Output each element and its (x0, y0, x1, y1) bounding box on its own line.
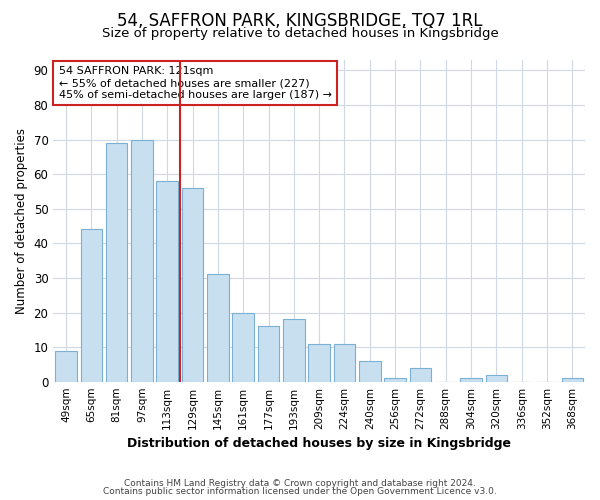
Bar (485, 375, 507, 382)
Text: Contains public sector information licensed under the Open Government Licence v3: Contains public sector information licen… (103, 487, 497, 496)
X-axis label: Distribution of detached houses by size in Kingsbridge: Distribution of detached houses by size … (127, 437, 511, 450)
Bar (410, 368, 431, 382)
Bar (207, 274, 229, 382)
Bar (258, 326, 279, 382)
Bar (157, 181, 178, 382)
Bar (80, 230, 102, 382)
Bar (359, 361, 380, 382)
Bar (182, 188, 203, 382)
Bar (562, 378, 583, 382)
Bar (232, 312, 254, 382)
Bar (55, 350, 77, 382)
Bar (283, 320, 305, 382)
Bar (460, 378, 482, 382)
Bar (308, 344, 330, 382)
Bar (334, 344, 355, 382)
Text: 54 SAFFRON PARK: 121sqm
← 55% of detached houses are smaller (227)
45% of semi-d: 54 SAFFRON PARK: 121sqm ← 55% of detache… (59, 66, 332, 100)
Bar (106, 143, 127, 382)
Bar (385, 378, 406, 382)
Bar (131, 140, 152, 382)
Y-axis label: Number of detached properties: Number of detached properties (15, 128, 28, 314)
Text: 54, SAFFRON PARK, KINGSBRIDGE, TQ7 1RL: 54, SAFFRON PARK, KINGSBRIDGE, TQ7 1RL (117, 12, 483, 30)
Text: Size of property relative to detached houses in Kingsbridge: Size of property relative to detached ho… (101, 28, 499, 40)
Text: Contains HM Land Registry data © Crown copyright and database right 2024.: Contains HM Land Registry data © Crown c… (124, 478, 476, 488)
